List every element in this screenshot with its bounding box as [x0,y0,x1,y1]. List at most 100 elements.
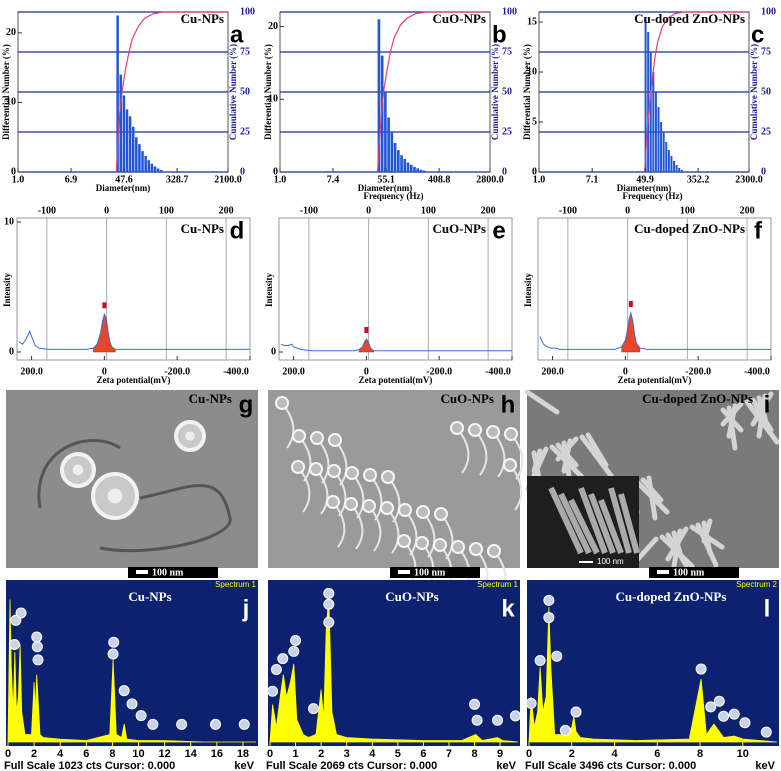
element-marker [471,714,483,726]
y-axis-title: Intensity [2,273,12,308]
x-tick-label: 8 [697,748,703,760]
particle [504,427,518,441]
element-marker [288,645,300,657]
spectrum-area [269,594,519,743]
element-marker [760,726,772,738]
zeta-line [18,312,250,350]
y2-tick-label: 50 [761,86,771,97]
x-tick-label: 328.7 [166,174,189,185]
plot-frame [16,217,251,361]
x-tick-label: 2100.0 [214,174,242,185]
bar [387,117,390,172]
panel: 0 2 4 6 8 10 Full Scale 3496 cts Cursor: 0.000… [525,580,779,771]
x-tick-label: 4 [611,748,618,760]
x2-tick-label: 200 [219,205,234,216]
rod [635,536,659,562]
zeta-line [280,338,512,352]
rod [555,442,579,468]
x-axis-title: Diameter(nm) [617,183,671,193]
footer: Full Scale 1023 cts Cursor: 0.000 [4,760,175,771]
inset-scale-bar [579,561,593,563]
scale-strip [390,567,480,578]
panel-letter: f [754,217,763,244]
x-tick-label: 4 [369,748,376,760]
rod [618,493,640,554]
x-tick-label: -200.0 [685,366,711,377]
x2-tick-label: 200 [740,205,755,216]
element-marker [739,717,751,729]
panel-letter: a [230,21,244,48]
y-tick-label: 0 [11,166,16,177]
rod [640,477,664,503]
bar [652,72,655,172]
particle [487,544,501,558]
scale-bar [136,570,148,574]
panel-title: Cu-doped ZnO-NPs [634,11,745,26]
y-tick-label: 10 [6,97,16,108]
x-tick-label: 2 [569,748,575,760]
x-tick-label: 1 [293,748,299,760]
rod [568,498,600,555]
particle-core [72,464,84,476]
bar [141,151,144,172]
bar [422,170,426,172]
spectrum-background [6,580,258,746]
y-tick-label: 15 [527,16,537,27]
particle-core [107,488,123,504]
x-axis-title: Zeta potential(mV) [618,375,692,385]
panel-letter: l [764,595,771,622]
x-tick-label: 49.9 [636,174,654,185]
x-axis-title: Diameter(nm) [358,183,412,193]
particle [310,431,324,445]
x-axis-title: keV [496,760,516,771]
bar [409,164,413,172]
bar [665,142,668,172]
panel-letter: g [239,391,254,418]
panel-title: Cu-doped ZnO-NPs [616,589,727,604]
x2-tick-label: 0 [625,205,630,216]
bar [654,92,657,172]
x-tick-label: 7.1 [586,174,599,185]
filament [37,439,232,553]
x-tick-label: 200.0 [282,366,305,377]
element-marker [290,635,302,647]
bar [647,32,650,172]
panel: 0 2 4 6 8 10 12 14 16 18 Full Scale 1023 cts Curso… [4,580,258,771]
y-axis-title: Intensity [523,273,533,308]
rod [720,407,744,433]
cumulative-line [644,11,749,173]
bar [125,109,129,172]
x-tick-label: 200.0 [541,366,564,377]
x-tick-label: 12 [159,748,171,760]
x-tick-label: 200.0 [20,366,43,377]
element-marker [210,718,222,730]
x-tick-label: 10 [132,748,144,760]
particle [275,396,289,410]
y-axis-title: Differential Number (%) [522,44,532,140]
element-marker [118,685,130,697]
bar [680,170,683,172]
panel-letter: i [764,391,771,418]
element-marker [107,648,119,660]
y2-tick-label: 100 [502,6,517,17]
rod [588,492,616,555]
x-tick-label: 6 [654,748,660,760]
y-tick-label: 0 [9,346,14,357]
bar [660,122,663,172]
y-axis-title: Differential Number (%) [263,44,273,140]
x-axis-title: keV [755,760,775,771]
bar [673,161,676,172]
bar [150,163,154,172]
particle [362,499,376,513]
panel: -100 0 100 200 0 10 200.0 0 -200.0 -400.0 Zeta pot… [2,205,251,385]
x2-tick-label: 200 [481,205,496,216]
element-marker [15,607,27,619]
element-marker [267,685,279,697]
y2-tick-label: 0 [240,166,245,177]
element-marker [323,598,335,610]
cumulative-line [115,11,228,173]
y-axis-title: Differential Number (%) [1,44,11,140]
panel-letter: h [501,391,516,418]
element-marker [543,612,555,624]
x-tick-label: 1.0 [12,174,25,185]
